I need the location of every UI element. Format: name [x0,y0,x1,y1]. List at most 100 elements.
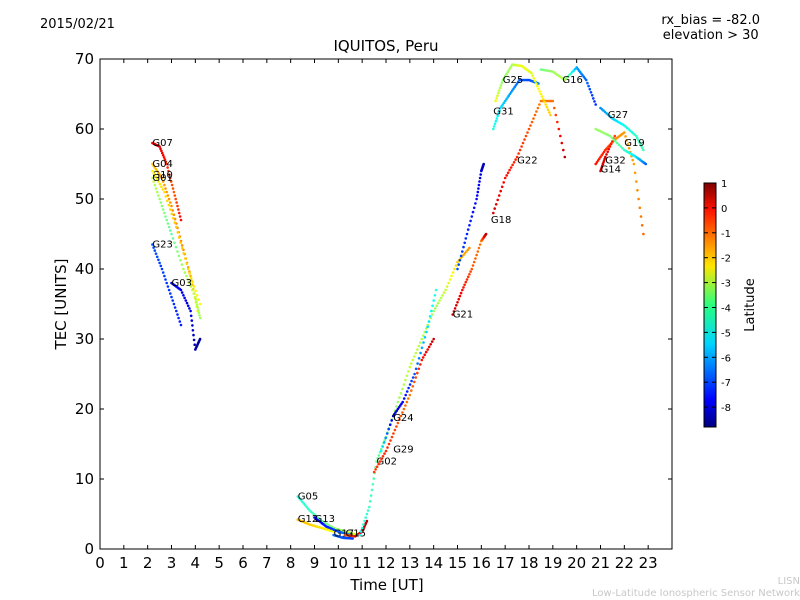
data-point [172,190,176,194]
data-point [366,509,370,512]
data-point [432,309,436,313]
y-axis-ticks: 0 10 20 30 40 50 60 70 [75,50,672,558]
data-point [164,187,167,190]
data-point [529,124,532,127]
data-point [492,125,496,128]
data-point [170,295,173,299]
data-point [172,217,175,220]
data-point [368,505,371,509]
data-point [469,270,472,273]
data-point [419,341,422,344]
colorbar-tick-label: -8 [721,403,731,414]
data-point [154,175,157,178]
data-point [178,215,182,218]
data-point [411,358,415,362]
data-point [364,516,368,519]
data-point [532,77,536,80]
data-point [157,194,160,197]
data-point [191,288,194,292]
data-point [191,329,195,332]
data-point [451,313,455,316]
data-point [436,301,440,305]
data-point [180,246,184,250]
data-point [544,103,547,106]
y-tick-label: 10 [75,470,94,488]
data-point [533,113,537,117]
data-point [559,134,562,138]
data-point [414,367,418,371]
data-point [194,298,198,301]
data-point [180,244,184,247]
data-point [381,445,385,448]
data-point [417,344,421,348]
data-point [189,285,193,288]
data-point [562,148,565,152]
data-point [432,299,436,302]
data-point [396,400,400,404]
data-point [395,405,398,408]
data-point [471,264,475,267]
x-tick-label: 6 [238,554,248,572]
x-axis-ticks: 0 1 2 3 4 5 6 7 8 9 10 11 12 13 14 15 16 17 18 19 20 21 22 23 [95,59,658,572]
data-point [414,351,418,355]
data-point [351,537,354,540]
data-point [635,180,638,183]
data-point [531,74,534,77]
data-point [426,325,430,329]
data-point [160,204,164,208]
series-label: G23 [152,240,172,251]
data-point [197,298,200,301]
data-point [162,156,166,159]
data-point [161,208,165,211]
y-tick-label: 0 [84,540,94,558]
data-point [179,259,182,262]
data-point [430,313,434,316]
series-label: G17 [334,529,354,540]
data-point [398,396,401,399]
data-point [160,176,164,180]
data-point [177,254,181,258]
data-point [371,483,375,486]
data-point [160,267,164,271]
series-label: G03 [172,278,192,289]
data-point [508,67,512,70]
data-point [414,376,418,379]
data-point [458,294,462,298]
data-point [183,271,187,274]
data-point [296,495,300,498]
series-label: G21 [453,310,473,321]
data-point [384,436,388,440]
data-point [152,172,156,175]
data-point [605,153,608,156]
data-point [551,99,555,103]
data-point [416,348,419,351]
data-point [474,257,477,260]
data-point [169,201,172,204]
data-point [506,171,510,175]
x-tick-label: 14 [424,554,443,572]
data-point [416,362,419,365]
data-point [540,95,544,98]
data-point [526,131,529,134]
data-point [456,260,459,264]
data-point [514,158,517,161]
data-point [512,161,516,164]
data-point [170,204,173,208]
data-point [376,457,380,460]
data-point [535,110,538,113]
bias-info: rx_bias = -82.0 elevation > 30 [661,13,760,43]
data-point [478,243,482,246]
data-point [153,249,157,252]
data-point [638,206,642,210]
x-tick-label: 2 [143,554,153,572]
data-point [378,460,382,463]
data-point [358,533,362,537]
data-point [631,158,634,162]
data-point [539,92,543,96]
x-tick-label: 3 [167,554,177,572]
series-g10: G10 [151,170,202,320]
data-point [444,288,447,292]
data-point [617,143,621,147]
data-point [447,281,450,285]
